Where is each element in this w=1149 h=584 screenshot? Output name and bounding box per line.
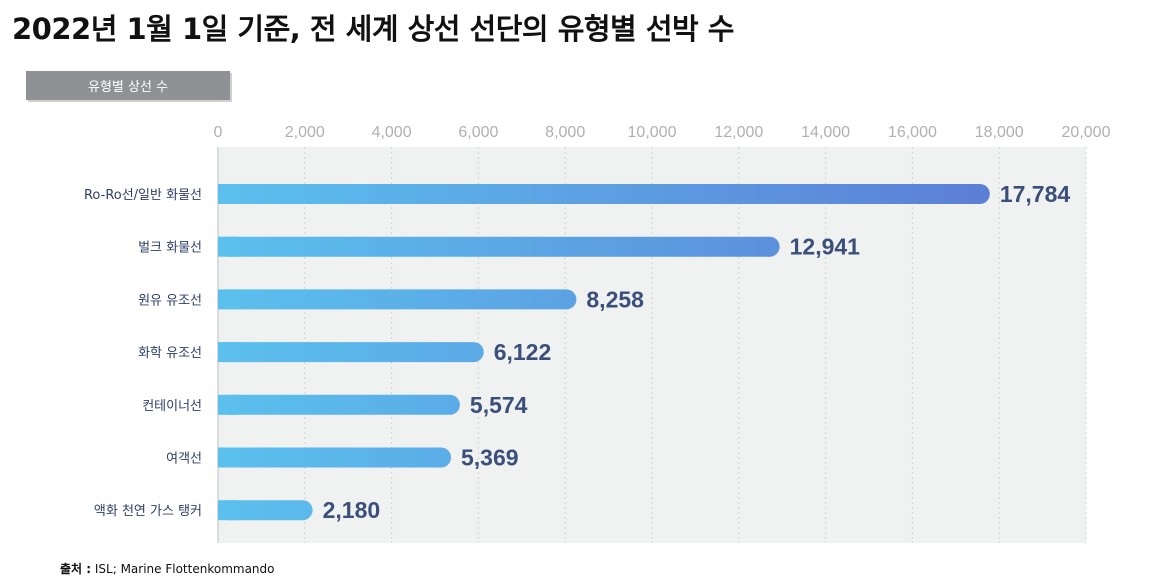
category-label: 컨테이너선 (142, 399, 202, 414)
value-label: 17,784 (1000, 181, 1071, 207)
bar (218, 500, 313, 521)
bar (218, 184, 990, 204)
bar-base (218, 342, 238, 363)
x-tick-label: 4,000 (372, 124, 412, 141)
value-labels: 17,784 12,941 8,258 6,122 5,574 5,369 2,180 (323, 181, 1071, 523)
bar-base (218, 394, 238, 415)
chart-subtitle-badge: 유형별 상선 수 (26, 71, 230, 100)
category-label: 벌크 화물선 (138, 241, 202, 256)
bar-base (218, 236, 238, 257)
value-label: 12,941 (790, 234, 861, 260)
source-note: 출처 : ISL; Marine Flottenkommando (60, 560, 275, 577)
bar (218, 394, 460, 415)
x-tick-label: 10,000 (628, 124, 677, 141)
x-tick-label: 0 (214, 124, 223, 141)
x-tick-label: 6,000 (458, 124, 498, 141)
value-label: 8,258 (586, 286, 644, 312)
source-prefix: 출처 : (60, 562, 92, 576)
bar (218, 236, 780, 257)
x-tick-label: 20,000 (1062, 124, 1111, 141)
x-tick-label: 18,000 (975, 124, 1024, 141)
category-label: 화학 유조선 (138, 346, 202, 361)
x-tick-label: 8,000 (545, 124, 585, 141)
value-label: 6,122 (494, 339, 552, 365)
bar-base (218, 500, 238, 521)
bar (218, 447, 452, 468)
category-label: 여객선 (166, 452, 202, 467)
value-label: 5,369 (461, 445, 519, 471)
bar (218, 289, 577, 310)
x-tick-label: 12,000 (714, 124, 763, 141)
bar-base (218, 184, 238, 204)
category-label: Ro-Ro선/일반 화물선 (84, 188, 202, 203)
category-label: 원유 유조선 (138, 293, 202, 308)
x-tick-label: 2,000 (285, 124, 325, 141)
bar-base (218, 289, 238, 310)
x-axis-ticks: 0 2,000 4,000 6,000 8,000 10,000 12,000 14,000 1… (214, 124, 1111, 141)
value-label: 5,574 (470, 392, 528, 418)
bars (218, 184, 990, 521)
x-tick-label: 14,000 (801, 124, 850, 141)
bar (218, 342, 484, 363)
chart-subtitle: 유형별 상선 수 (87, 80, 169, 95)
category-label: 액화 천연 가스 탱커 (94, 504, 202, 519)
value-label: 2,180 (323, 497, 381, 523)
page-title: 2022년 1월 1일 기준, 전 세계 상선 선단의 유형별 선박 수 (12, 12, 734, 46)
source-text: ISL; Marine Flottenkommando (91, 562, 275, 576)
bar-base (218, 447, 238, 468)
x-tick-label: 16,000 (888, 124, 937, 141)
